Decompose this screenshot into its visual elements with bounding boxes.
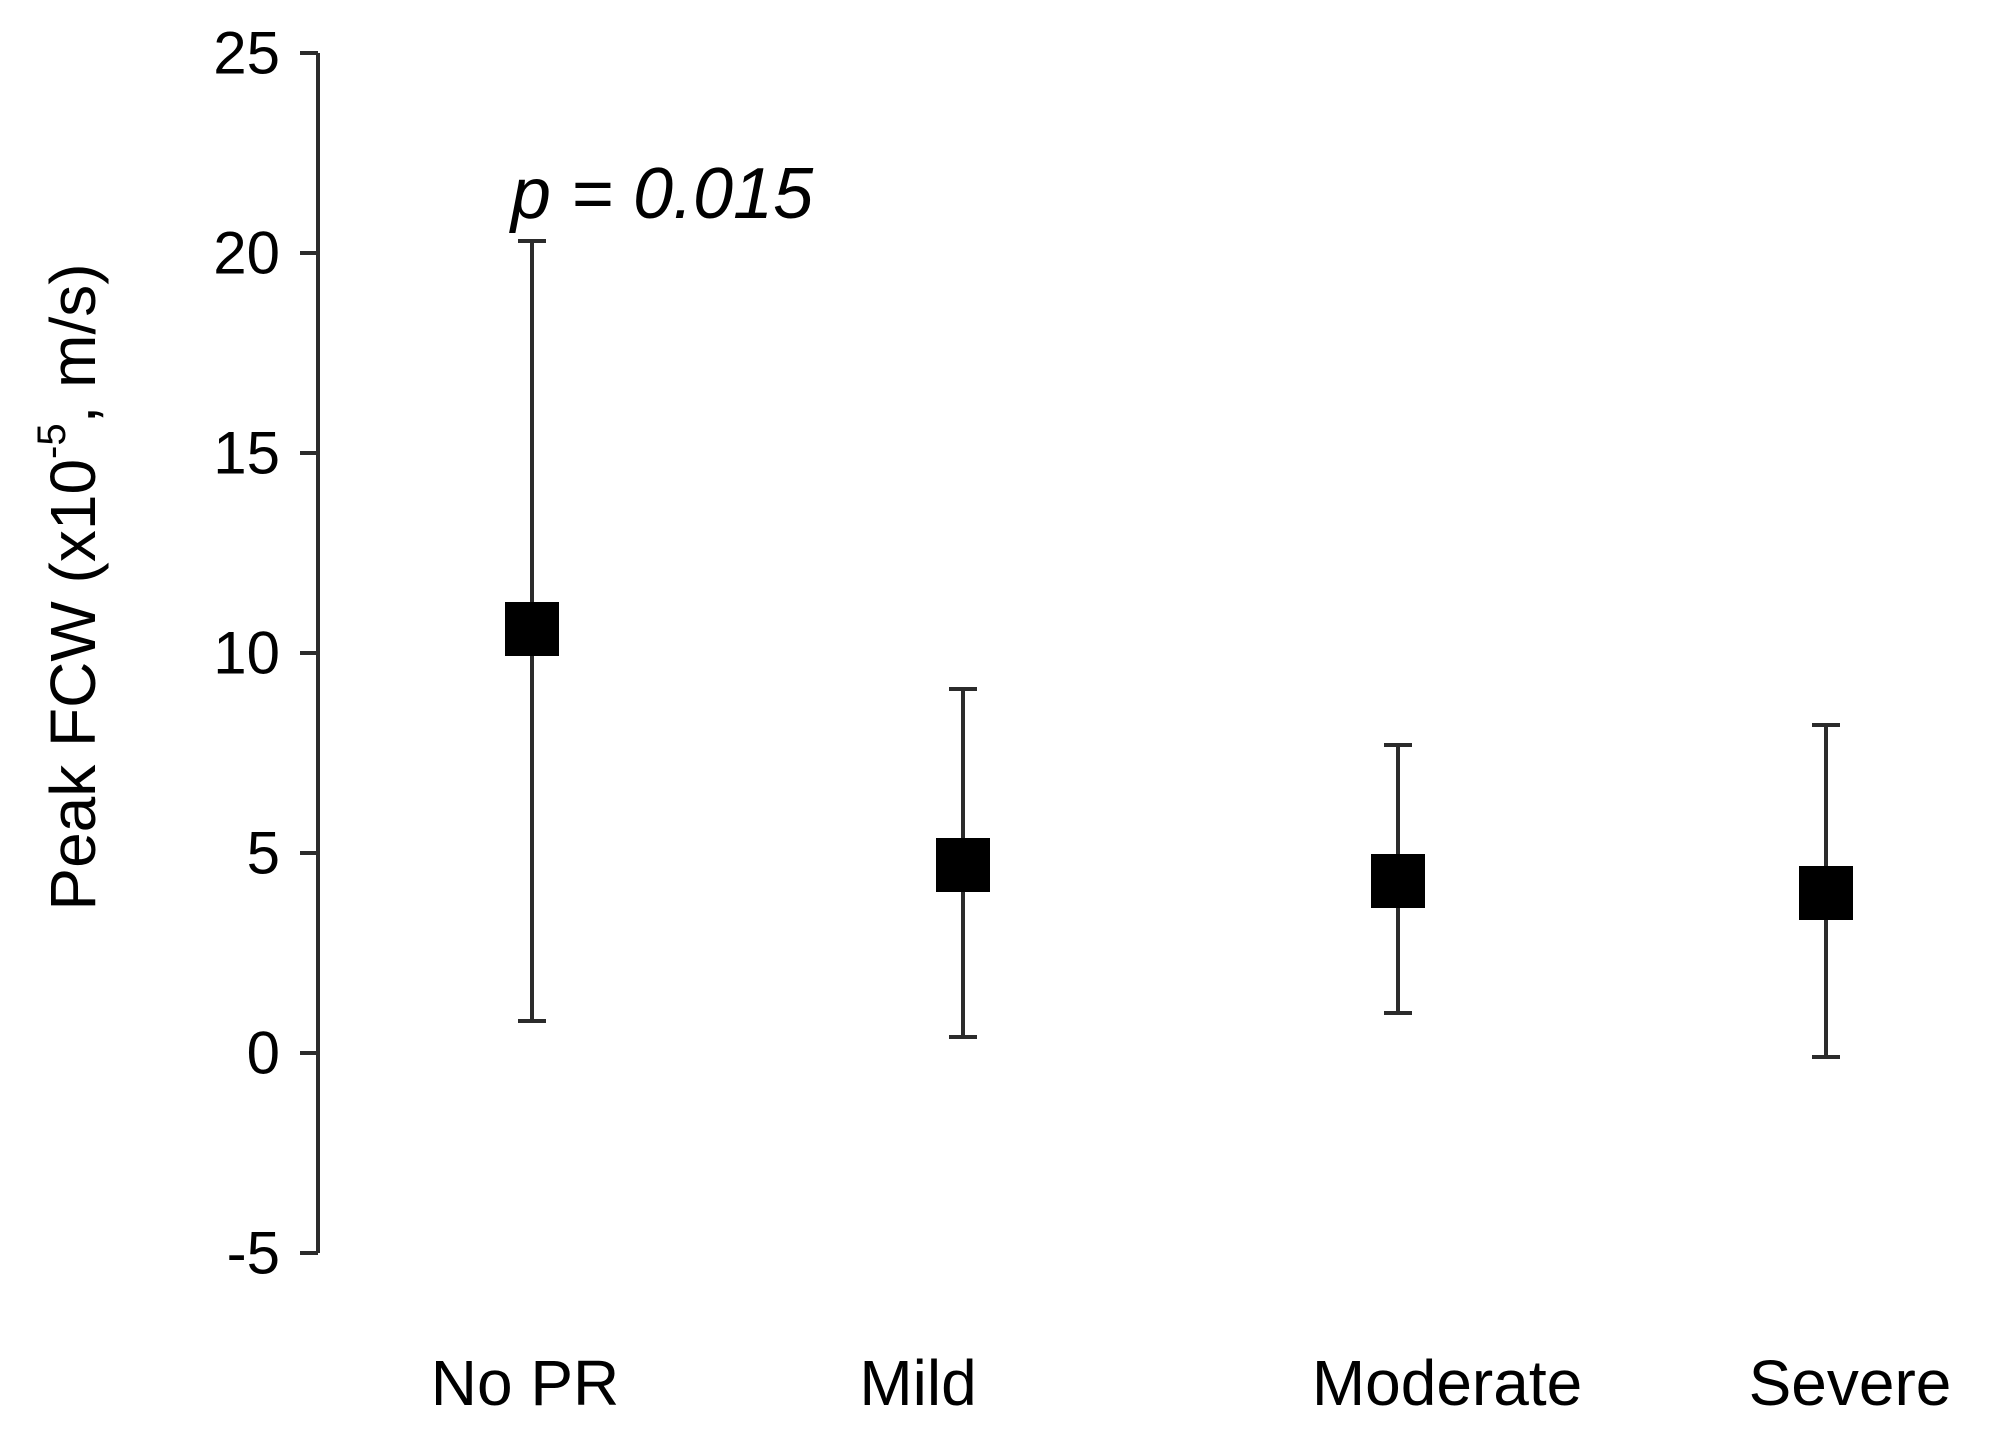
y-axis-label-superscript: -5 [30, 423, 74, 459]
y-tick-label: -5 [227, 1220, 280, 1287]
mean-markers [505, 602, 1853, 920]
x-category-label: No PR [431, 1347, 620, 1419]
y-tick-label: 5 [247, 820, 280, 887]
y-axis-label-prefix: Peak FCW (x10 [37, 459, 109, 911]
y-axis: -5 0 5 10 15 20 25 [213, 20, 320, 1287]
y-axis-label: Peak FCW (x10-5, m/s) [30, 263, 109, 910]
y-axis-label-suffix: , m/s) [37, 263, 109, 423]
y-tick-label: 20 [213, 220, 280, 287]
y-tick-label: 10 [213, 620, 280, 687]
y-tick-label: 0 [247, 1020, 280, 1087]
y-tick-label: 25 [213, 20, 280, 87]
mean-marker [1799, 866, 1853, 920]
mean-marker [936, 838, 990, 892]
mean-marker [505, 602, 559, 656]
x-category-label: Moderate [1312, 1347, 1582, 1419]
mean-marker [1371, 854, 1425, 908]
x-category-labels: No PR Mild Moderate Severe [431, 1347, 1952, 1419]
error-bars [518, 239, 1840, 1059]
p-value-annotation: p = 0.015 [509, 154, 814, 234]
x-category-label: Severe [1749, 1347, 1952, 1419]
y-tick-label: 15 [213, 420, 280, 487]
x-category-label: Mild [859, 1347, 976, 1419]
y-ticks: -5 0 5 10 15 20 25 [213, 20, 318, 1287]
